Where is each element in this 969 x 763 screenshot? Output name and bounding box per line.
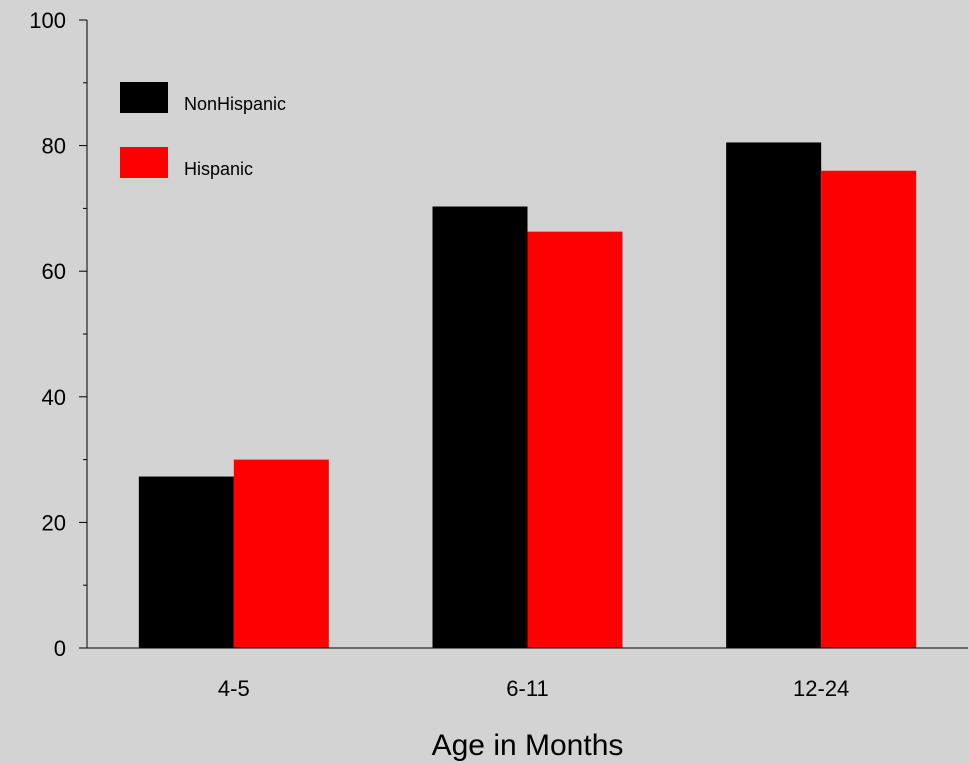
bar-hispanic-6-11 <box>527 231 623 649</box>
x-tick-label: 6-11 <box>506 676 548 701</box>
y-tick-label: 60 <box>42 259 66 284</box>
bar-hispanic-4-5 <box>233 459 329 648</box>
x-tick-labels-group: 4-5 6-11 12-24 <box>218 676 849 701</box>
y-tick-label: 40 <box>42 385 66 410</box>
bar-nonhispanic-4-5 <box>138 476 234 648</box>
legend-label-hispanic: Hispanic <box>184 159 253 179</box>
y-tick-label: 0 <box>54 636 66 661</box>
bars-group <box>138 142 917 649</box>
x-tick-label: 12-24 <box>793 676 849 701</box>
legend-swatch-hispanic <box>120 147 168 178</box>
legend-swatch-nonhispanic <box>120 82 168 113</box>
legend-label-nonhispanic: NonHispanic <box>184 94 286 114</box>
y-ticks-group: 0 20 40 60 80 100 <box>29 8 87 661</box>
x-tick-label: 4-5 <box>218 676 250 701</box>
bar-nonhispanic-12-24 <box>726 142 822 648</box>
bar-nonhispanic-6-11 <box>432 206 528 649</box>
y-tick-label: 80 <box>42 134 66 159</box>
y-tick-label: 20 <box>42 510 66 535</box>
x-axis-title: Age in Months <box>432 729 624 762</box>
bar-hispanic-12-24 <box>821 170 917 648</box>
y-tick-label: 100 <box>29 8 66 33</box>
legend: NonHispanic Hispanic <box>120 82 286 179</box>
